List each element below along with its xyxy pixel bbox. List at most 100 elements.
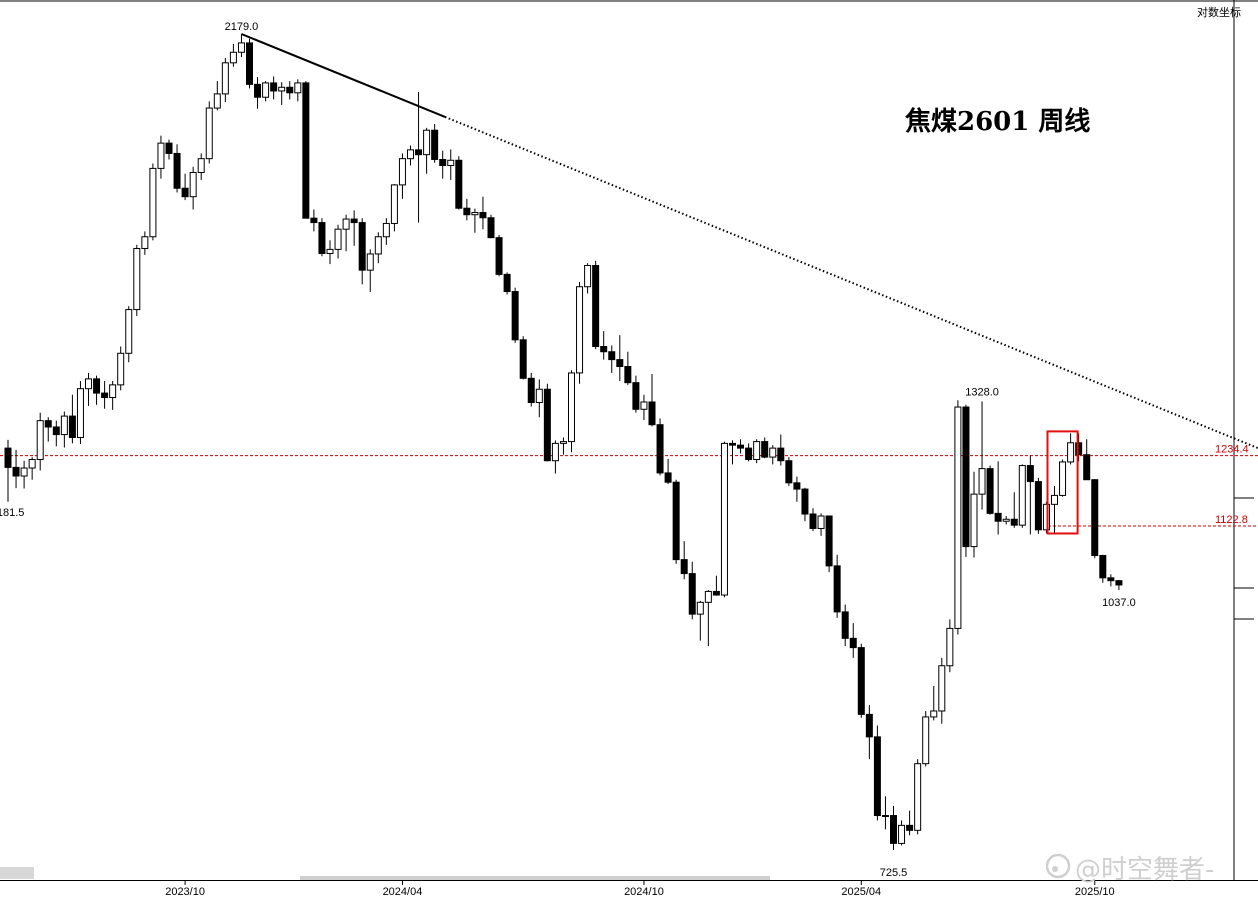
highlight-box: [1046, 430, 1079, 535]
candle: [769, 445, 777, 465]
trendline-dotted: [444, 115, 1258, 450]
candle-body: [801, 488, 809, 515]
candle: [511, 287, 519, 343]
scale-mode-label[interactable]: 对数坐标: [1197, 5, 1241, 19]
candle: [101, 381, 109, 409]
candle: [205, 101, 213, 164]
candle: [423, 127, 431, 174]
candle: [157, 135, 165, 179]
candle-body: [205, 107, 213, 160]
candle-body: [471, 212, 479, 216]
candle-body: [350, 218, 358, 224]
candle: [181, 173, 189, 201]
candle-body: [1002, 518, 1010, 522]
high-label: 2179.0: [225, 21, 259, 33]
candle-body: [543, 388, 551, 462]
candle: [584, 263, 592, 294]
candle: [76, 381, 84, 444]
candle-body: [36, 420, 44, 461]
candle: [447, 149, 455, 180]
candle-body: [962, 406, 970, 548]
candle: [1067, 433, 1075, 465]
candle-body: [680, 559, 688, 575]
right-peak-label: 1328.0: [965, 386, 999, 398]
candle: [117, 346, 125, 391]
candle-body: [262, 82, 270, 98]
candle: [809, 508, 817, 532]
candle: [1042, 501, 1050, 534]
candle-body: [632, 382, 640, 410]
candle: [44, 417, 52, 442]
candle-body: [1034, 481, 1042, 531]
candle-body: [294, 82, 302, 94]
candle: [616, 335, 624, 382]
candle-body: [696, 601, 704, 615]
candle: [551, 440, 559, 474]
candle-body: [382, 222, 390, 238]
candle-body: [688, 573, 696, 615]
candle: [68, 394, 76, 444]
weibo-icon-eye: [1052, 866, 1058, 872]
candle-body: [793, 482, 801, 490]
candle-body: [712, 590, 720, 596]
candle-body: [616, 359, 624, 367]
candle-body: [600, 346, 608, 353]
candle: [906, 810, 914, 836]
candle-body: [278, 86, 286, 92]
candle-body: [310, 217, 318, 224]
candle-body: [873, 736, 881, 817]
candle: [1059, 459, 1067, 497]
candle: [398, 153, 406, 199]
candle-body: [704, 590, 712, 603]
candle-body: [906, 824, 914, 831]
candle-body: [535, 388, 543, 404]
candle-body: [1059, 461, 1067, 496]
candle-body: [76, 388, 84, 438]
candle-body: [592, 264, 600, 348]
candle: [576, 281, 584, 384]
candle-body: [938, 665, 946, 712]
candle-body: [487, 217, 495, 239]
candle: [664, 458, 672, 485]
candle-body: [213, 93, 221, 109]
candle: [1083, 439, 1091, 481]
candle: [1026, 455, 1034, 535]
candle: [535, 379, 543, 418]
candle: [310, 209, 318, 232]
candle-body: [1075, 442, 1083, 456]
last-price-label: 1037.0: [1102, 597, 1136, 609]
candle: [946, 619, 954, 673]
candle-body: [1018, 465, 1026, 526]
candle: [1010, 492, 1018, 528]
candle-body: [366, 253, 374, 271]
candle-body: [254, 83, 262, 98]
candle-body: [640, 401, 648, 410]
time-scrollbar[interactable]: [300, 876, 770, 880]
candle-body: [93, 378, 101, 394]
candle: [326, 240, 334, 265]
candle-body: [125, 309, 133, 354]
candle: [334, 224, 342, 259]
candle-body: [415, 149, 423, 156]
candle: [213, 81, 221, 111]
candle: [600, 331, 608, 360]
candle-body: [455, 159, 463, 209]
candle: [1115, 579, 1123, 590]
left-scroll-handle[interactable]: [0, 867, 34, 879]
candle-body: [1099, 554, 1107, 579]
candle: [898, 820, 906, 846]
candle: [439, 150, 447, 179]
candle-body: [1091, 479, 1099, 556]
candle: [12, 449, 20, 489]
candle-body: [326, 248, 334, 254]
candle: [914, 759, 922, 835]
candle: [28, 457, 36, 480]
candle-body: [865, 713, 873, 738]
candle: [254, 77, 262, 109]
candle: [841, 604, 849, 647]
candle: [890, 805, 897, 850]
x-tick-label: 2025/04: [841, 886, 881, 898]
candle-body: [559, 441, 567, 444]
candle-body: [229, 51, 237, 64]
candle: [954, 400, 962, 635]
